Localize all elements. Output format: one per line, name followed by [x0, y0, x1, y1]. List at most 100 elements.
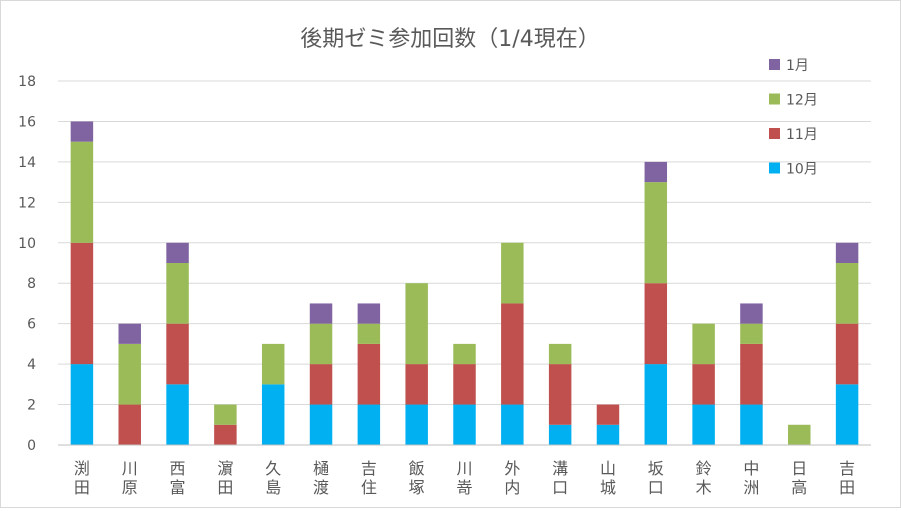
x-tick-label: 濵 — [217, 459, 233, 478]
x-tick-label: 城 — [600, 478, 616, 497]
axes: 0 2 4 6 8 10 12 14 16 18 渕田 川原 西富 濵田 久島 樋渡 吉住 飯塚 川嵜 外内 溝口 山城 坂… — [18, 74, 871, 497]
bar-segment — [501, 242, 524, 304]
bar-segment — [548, 424, 572, 445]
y-tick-label: 0 — [27, 438, 36, 454]
x-tick-label: 住 — [361, 478, 377, 497]
bar-segment — [357, 303, 381, 324]
x-tick-label: 日 — [791, 459, 807, 478]
x-tick-label: 田 — [74, 478, 90, 497]
x-tick-label: 原 — [122, 478, 138, 497]
y-tick-label: 10 — [18, 236, 36, 252]
bar-segment — [70, 242, 94, 365]
x-tick-label: 島 — [265, 478, 281, 497]
y-tick-label: 12 — [18, 195, 36, 211]
x-tick-label: 川 — [122, 459, 138, 478]
bar-segment — [405, 404, 428, 445]
x-tick-label: 田 — [217, 478, 233, 497]
x-tick-label: 嵜 — [456, 478, 472, 497]
x-tick-label: 川 — [456, 459, 472, 478]
bar-segment — [692, 404, 715, 445]
bar-segment — [644, 283, 668, 365]
legend-swatch — [769, 93, 780, 105]
bar-segment — [740, 303, 763, 324]
bar-segment — [548, 364, 572, 425]
bar-segment — [357, 343, 381, 405]
bar-segment — [548, 343, 572, 365]
bar-segment — [835, 384, 859, 445]
bar-segment — [405, 364, 428, 405]
y-tick-label: 18 — [18, 74, 36, 90]
x-tick-label: 山 — [600, 459, 616, 478]
bar-segment — [118, 404, 141, 445]
bar-segment — [596, 424, 620, 445]
legend-label: 12月 — [786, 93, 818, 109]
bar-segment — [166, 263, 189, 324]
bar-segment — [740, 343, 763, 405]
legend-swatch — [769, 128, 780, 139]
bar-segment — [644, 182, 668, 284]
x-tick-label: 木 — [696, 478, 712, 497]
bars — [70, 121, 859, 445]
bar-segment — [166, 242, 189, 263]
x-tick-label: 吉 — [361, 459, 377, 478]
bar-segment — [166, 384, 189, 445]
y-tick-label: 6 — [27, 317, 36, 333]
bar-segment — [261, 343, 285, 385]
x-tick-label: 富 — [170, 478, 186, 497]
x-tick-label: 渕 — [74, 459, 90, 478]
bar-segment — [405, 283, 428, 365]
bar-segment — [70, 141, 94, 243]
x-tick-label: 坂 — [648, 459, 664, 478]
bar-segment — [214, 424, 237, 445]
bar-segment — [309, 323, 333, 365]
legend-swatch — [769, 162, 780, 174]
y-tick-label: 14 — [18, 155, 36, 171]
x-tick-label: 洲 — [743, 478, 759, 497]
gridlines — [58, 80, 871, 406]
bar-segment — [644, 161, 668, 183]
bar-segment — [835, 242, 859, 263]
bar-segment — [357, 404, 381, 445]
x-tick-label: 鈴 — [696, 459, 712, 478]
bar-segment — [261, 384, 285, 445]
bar-segment — [596, 404, 620, 425]
bar-segment — [309, 404, 333, 445]
bar-segment — [453, 343, 476, 365]
x-tick-label: 口 — [552, 478, 568, 497]
x-tick-label: 西 — [170, 459, 186, 478]
bar-segment — [118, 343, 141, 405]
bar-segment — [644, 364, 668, 445]
bar-segment — [501, 303, 524, 405]
bar-segment — [309, 303, 333, 324]
bar-segment — [453, 364, 476, 405]
x-tick-label: 田 — [839, 478, 855, 497]
bar-segment — [740, 323, 763, 344]
bar-segment — [118, 323, 141, 344]
bar-segment — [214, 404, 237, 425]
bar-segment — [70, 121, 94, 142]
bar-segment — [740, 404, 763, 445]
bar-segment — [309, 364, 333, 405]
legend-label: 10月 — [786, 162, 818, 178]
bar-segment — [501, 404, 524, 445]
x-tick-label: 吉 — [839, 459, 855, 478]
x-tick-label: 久 — [265, 459, 281, 478]
bar-segment — [70, 364, 94, 445]
bar-segment — [166, 323, 189, 385]
bar-segment — [692, 323, 715, 365]
bar-segment — [453, 404, 476, 445]
bar-segment — [835, 263, 859, 324]
x-tick-label: 高 — [791, 478, 807, 497]
legend-swatch — [769, 59, 780, 70]
y-tick-label: 4 — [27, 357, 36, 373]
y-tick-label: 16 — [18, 114, 36, 130]
bar-segment — [357, 323, 381, 344]
bar-segment — [788, 424, 811, 445]
x-tick-label: 飯 — [409, 459, 425, 478]
legend-label: 1月 — [786, 58, 809, 74]
legend: 1月 12月 11月 10月 — [769, 58, 818, 178]
y-tick-label: 8 — [27, 276, 36, 292]
x-tick-label: 外 — [504, 459, 520, 478]
chart-title: 後期ゼミ参加回数（1/4現在） — [300, 27, 599, 52]
